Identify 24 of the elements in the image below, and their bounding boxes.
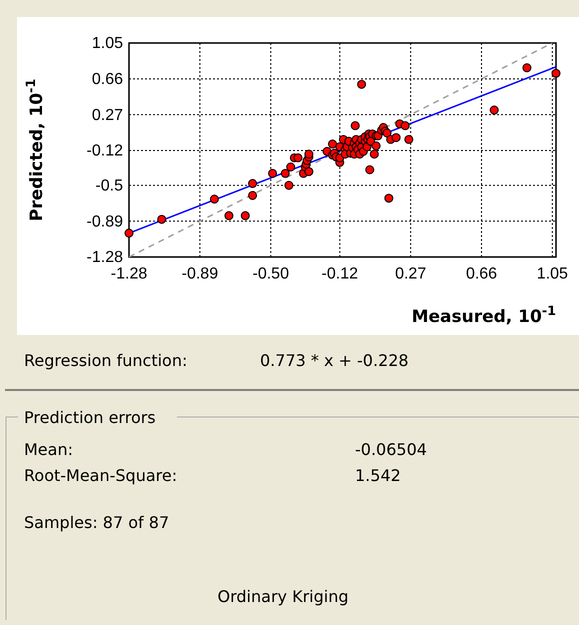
x-tick-label: 0.66 bbox=[466, 265, 498, 282]
text: Ordinary Kriging bbox=[218, 587, 348, 606]
x-tick-label: -1.28 bbox=[110, 265, 148, 282]
x-tick-label: 0.27 bbox=[395, 265, 426, 282]
x-tick-label: -0.89 bbox=[182, 265, 218, 282]
text: Samples: 87 of 87 bbox=[24, 513, 170, 532]
y-tick-label: 0.27 bbox=[92, 106, 124, 124]
y-tick-label: -1.28 bbox=[86, 249, 124, 266]
text: Regression function: bbox=[24, 351, 188, 370]
x-tick-label: -0.12 bbox=[322, 265, 358, 282]
text: Prediction errors bbox=[24, 408, 156, 427]
y-tick-label: -0.89 bbox=[86, 213, 124, 230]
y-tick-label: -0.12 bbox=[86, 142, 124, 160]
text: Root-Mean-Square: bbox=[24, 466, 178, 485]
y-tick-label: 0.66 bbox=[92, 70, 124, 88]
x-tick-label: -0.50 bbox=[252, 265, 290, 282]
text: 1.542 bbox=[355, 466, 401, 485]
y-tick-label: -0.5 bbox=[95, 177, 124, 194]
x-tick-label: 1.05 bbox=[536, 265, 568, 282]
text: 0.773 * x + -0.228 bbox=[260, 351, 409, 370]
x-axis-title: Measured, 10$^{-1}$ bbox=[412, 304, 556, 327]
y-tick-label: 1.05 bbox=[92, 35, 124, 52]
text: -0.06504 bbox=[355, 440, 427, 459]
text: Mean: bbox=[24, 440, 73, 459]
